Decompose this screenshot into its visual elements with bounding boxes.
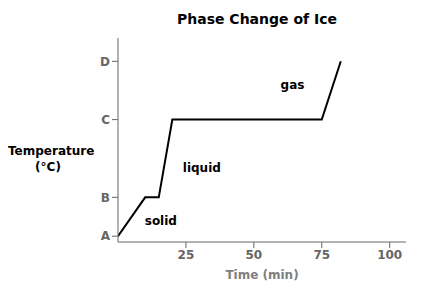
svg-text:Time (min): Time (min) (225, 268, 298, 282)
svg-text:50: 50 (245, 248, 262, 262)
html-text:(°C): (°C) (35, 160, 61, 174)
svg-text:solid: solid (145, 214, 177, 228)
svg-text:liquid: liquid (183, 161, 221, 175)
svg-text:C: C (101, 113, 110, 127)
svg-text:25: 25 (178, 248, 195, 262)
svg-text:D: D (100, 55, 110, 69)
svg-text:gas: gas (281, 78, 305, 92)
svg-text:100: 100 (377, 248, 402, 262)
html-text:Temperature: Temperature (8, 144, 95, 158)
svg-text:B: B (101, 191, 110, 205)
svg-text:75: 75 (313, 248, 330, 262)
html-text:Phase Change of Ice: Phase Change of Ice (177, 11, 337, 27)
svg-text:A: A (101, 229, 111, 243)
